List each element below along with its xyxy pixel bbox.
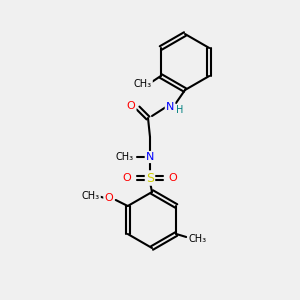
Text: CH₃: CH₃ bbox=[82, 191, 100, 201]
Text: N: N bbox=[166, 102, 174, 112]
Text: H: H bbox=[176, 105, 184, 115]
Text: O: O bbox=[169, 173, 177, 183]
Text: S: S bbox=[146, 172, 154, 184]
Text: CH₃: CH₃ bbox=[188, 234, 206, 244]
Text: O: O bbox=[127, 101, 135, 111]
Text: O: O bbox=[123, 173, 131, 183]
Text: CH₃: CH₃ bbox=[116, 152, 134, 162]
Text: O: O bbox=[104, 193, 113, 203]
Text: CH₃: CH₃ bbox=[134, 79, 152, 89]
Text: N: N bbox=[146, 152, 154, 162]
